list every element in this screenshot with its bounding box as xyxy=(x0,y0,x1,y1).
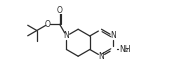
Text: O: O xyxy=(57,6,63,15)
Text: 2: 2 xyxy=(124,48,128,53)
Text: O: O xyxy=(44,20,50,29)
Text: N: N xyxy=(63,31,69,41)
Text: NH: NH xyxy=(119,45,130,54)
Text: N: N xyxy=(111,31,116,41)
Text: N: N xyxy=(99,52,104,61)
